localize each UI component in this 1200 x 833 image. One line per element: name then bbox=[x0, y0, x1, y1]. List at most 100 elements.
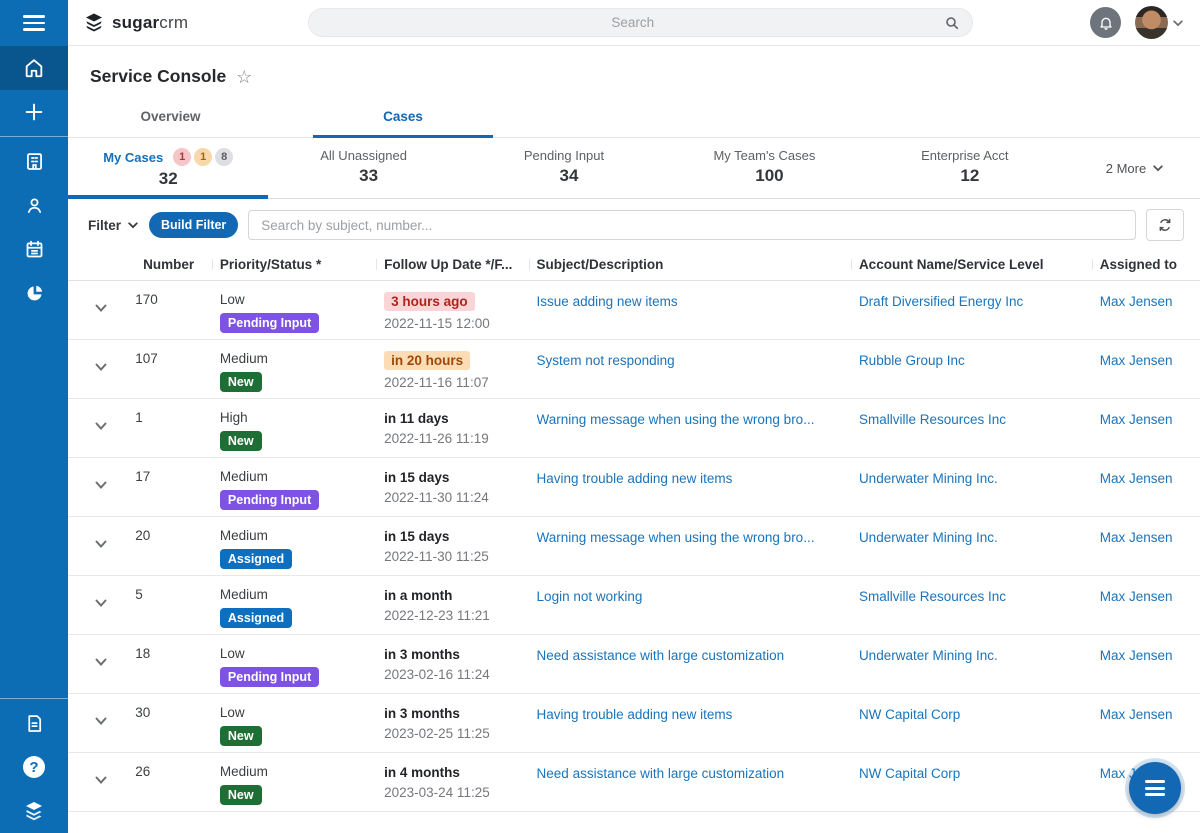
quick-actions-fab[interactable] bbox=[1129, 762, 1181, 814]
sidebar-item-help[interactable]: ? bbox=[0, 745, 68, 789]
subtab[interactable]: My Cases 118 32 bbox=[68, 138, 268, 198]
account-link[interactable]: Underwater Mining Inc. bbox=[859, 648, 1092, 663]
account-link[interactable]: NW Capital Corp bbox=[859, 707, 1092, 722]
followup-relative: in 11 days bbox=[384, 411, 449, 426]
sidebar-item-contacts[interactable] bbox=[0, 183, 68, 227]
column-header[interactable]: Account Name/Service Level bbox=[851, 257, 1092, 272]
column-header[interactable]: Number bbox=[135, 257, 212, 272]
expand-row-icon[interactable] bbox=[94, 773, 108, 787]
followup-date: 2023-02-16 11:24 bbox=[384, 667, 528, 682]
subtab[interactable]: My Team's Cases 100 bbox=[669, 138, 869, 198]
subtab-label: My Team's Cases bbox=[713, 148, 815, 163]
subtab[interactable]: Enterprise Acct 12 bbox=[870, 138, 1070, 198]
table-row[interactable]: 30 Low New in 3 months 2023-02-25 11:25 … bbox=[68, 694, 1200, 753]
sidebar-item-calendar[interactable] bbox=[0, 227, 68, 271]
account-link[interactable]: Draft Diversified Energy Inc bbox=[859, 294, 1092, 309]
case-subject-link[interactable]: System not responding bbox=[537, 353, 851, 368]
assigned-to-link[interactable]: Max Jensen bbox=[1100, 530, 1200, 545]
case-subject-link[interactable]: Having trouble adding new items bbox=[537, 707, 851, 722]
sidebar-item-home[interactable] bbox=[0, 46, 68, 90]
subtab[interactable]: All Unassigned 33 bbox=[268, 138, 468, 198]
case-subject-link[interactable]: Login not working bbox=[537, 589, 851, 604]
person-icon bbox=[24, 195, 45, 216]
expand-row-icon[interactable] bbox=[94, 714, 108, 728]
refresh-icon bbox=[1157, 217, 1173, 233]
case-subject-link[interactable]: Need assistance with large customization bbox=[537, 648, 851, 663]
case-subject-link[interactable]: Having trouble adding new items bbox=[537, 471, 851, 486]
case-number: 18 bbox=[135, 635, 212, 661]
sidebar: ? bbox=[0, 0, 68, 833]
assigned-to-link[interactable]: Max Jensen bbox=[1100, 294, 1200, 309]
menu-toggle-button[interactable] bbox=[0, 0, 68, 46]
assigned-to-link[interactable]: Max Jensen bbox=[1100, 353, 1200, 368]
assigned-to-link[interactable]: Max Jensen bbox=[1100, 471, 1200, 486]
case-priority: Medium bbox=[220, 528, 376, 543]
assigned-to-link[interactable]: Max Jensen bbox=[1100, 589, 1200, 604]
account-link[interactable]: NW Capital Corp bbox=[859, 766, 1092, 781]
column-header[interactable]: Assigned to bbox=[1092, 257, 1200, 272]
filter-dropdown[interactable]: Filter bbox=[88, 218, 139, 233]
expand-row-icon[interactable] bbox=[94, 301, 108, 315]
bell-icon bbox=[1098, 15, 1114, 31]
expand-row-icon[interactable] bbox=[94, 360, 108, 374]
column-header[interactable]: Priority/Status * bbox=[212, 257, 376, 272]
followup-date: 2023-02-25 11:25 bbox=[384, 726, 528, 741]
more-tabs-dropdown[interactable]: 2 More bbox=[1070, 138, 1200, 198]
table-row[interactable]: 18 Low Pending Input in 3 months 2023-02… bbox=[68, 635, 1200, 694]
global-search[interactable] bbox=[308, 8, 973, 37]
tab-overview[interactable]: Overview bbox=[88, 97, 253, 137]
brand-logo[interactable]: sugarcrm bbox=[82, 11, 188, 35]
followup-relative: in 20 hours bbox=[384, 351, 470, 370]
assigned-to-link[interactable]: Max Jensen bbox=[1100, 707, 1200, 722]
case-priority: Medium bbox=[220, 764, 376, 779]
subtab-label: My Cases bbox=[103, 150, 163, 165]
refresh-button[interactable] bbox=[1146, 209, 1184, 241]
expand-row-icon[interactable] bbox=[94, 478, 108, 492]
case-subject-link[interactable]: Need assistance with large customization bbox=[537, 766, 851, 781]
favorite-star-icon[interactable]: ☆ bbox=[236, 68, 252, 86]
expand-row-icon[interactable] bbox=[94, 419, 108, 433]
notifications-button[interactable] bbox=[1090, 7, 1121, 38]
account-link[interactable]: Smallville Resources Inc bbox=[859, 589, 1092, 604]
account-link[interactable]: Underwater Mining Inc. bbox=[859, 530, 1092, 545]
tab-cases[interactable]: Cases bbox=[313, 97, 493, 137]
table-row[interactable]: 107 Medium New in 20 hours 2022-11-16 11… bbox=[68, 340, 1200, 399]
expand-row-icon[interactable] bbox=[94, 537, 108, 551]
account-link[interactable]: Smallville Resources Inc bbox=[859, 412, 1092, 427]
sidebar-item-sugar[interactable] bbox=[0, 789, 68, 833]
status-badge: Pending Input bbox=[220, 667, 319, 687]
status-badge: Pending Input bbox=[220, 490, 319, 510]
table-row[interactable]: 5 Medium Assigned in a month 2022-12-23 … bbox=[68, 576, 1200, 635]
expand-row-icon[interactable] bbox=[94, 655, 108, 669]
sidebar-item-notes[interactable] bbox=[0, 701, 68, 745]
column-header[interactable]: Subject/Description bbox=[529, 257, 851, 272]
case-subject-link[interactable]: Issue adding new items bbox=[537, 294, 851, 309]
followup-relative: in 4 months bbox=[384, 765, 460, 780]
sidebar-item-create[interactable] bbox=[0, 90, 68, 134]
table-row[interactable]: 170 Low Pending Input 3 hours ago 2022-1… bbox=[68, 281, 1200, 340]
assigned-to-link[interactable]: Max Jensen bbox=[1100, 412, 1200, 427]
subtab-count: 32 bbox=[68, 169, 268, 189]
sidebar-item-reports[interactable] bbox=[0, 271, 68, 315]
table-row[interactable]: 26 Medium New in 4 months 2023-03-24 11:… bbox=[68, 753, 1200, 812]
table-row[interactable]: 20 Medium Assigned in 15 days 2022-11-30… bbox=[68, 517, 1200, 576]
expand-row-icon[interactable] bbox=[94, 596, 108, 610]
assigned-to-link[interactable]: Max Jensen bbox=[1100, 648, 1200, 663]
column-header[interactable]: Follow Up Date */F... bbox=[376, 257, 528, 272]
case-number: 17 bbox=[135, 458, 212, 484]
account-link[interactable]: Rubble Group Inc bbox=[859, 353, 1092, 368]
case-search-input[interactable] bbox=[248, 210, 1136, 240]
document-icon bbox=[24, 713, 45, 734]
followup-date: 2022-11-30 11:25 bbox=[384, 549, 528, 564]
account-link[interactable]: Underwater Mining Inc. bbox=[859, 471, 1092, 486]
case-subject-link[interactable]: Warning message when using the wrong bro… bbox=[537, 530, 851, 545]
global-search-input[interactable] bbox=[321, 15, 944, 30]
table-row[interactable]: 17 Medium Pending Input in 15 days 2022-… bbox=[68, 458, 1200, 517]
build-filter-button[interactable]: Build Filter bbox=[149, 212, 238, 238]
avatar[interactable] bbox=[1135, 6, 1168, 39]
table-row[interactable]: 1 High New in 11 days 2022-11-26 11:19 W… bbox=[68, 399, 1200, 458]
user-menu[interactable] bbox=[1135, 6, 1184, 39]
case-subject-link[interactable]: Warning message when using the wrong bro… bbox=[537, 412, 851, 427]
sidebar-item-accounts[interactable] bbox=[0, 139, 68, 183]
subtab[interactable]: Pending Input 34 bbox=[469, 138, 669, 198]
